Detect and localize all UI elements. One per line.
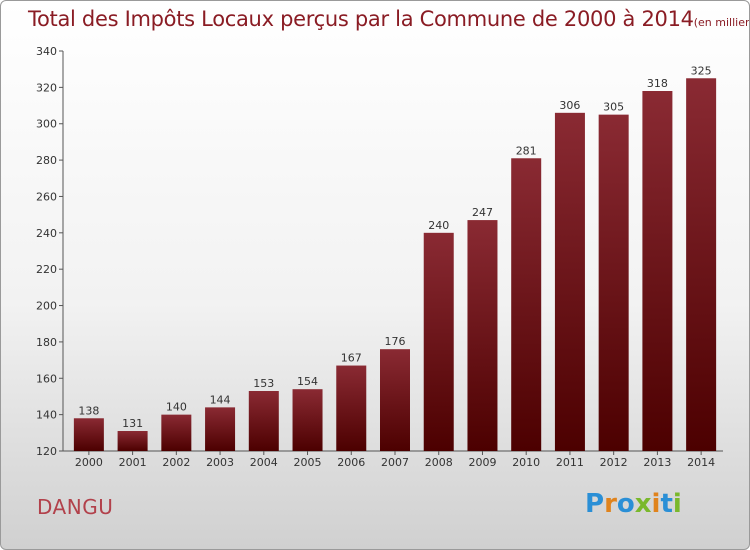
bars: 138 131 140 144 153 154 167 176 240 247 281 306 305 3… (73, 64, 717, 452)
bar-value-label: 318 (647, 77, 668, 90)
bar-value-label: 153 (253, 377, 274, 390)
logo-letter: o (616, 489, 635, 519)
bar-value-label: 240 (428, 219, 449, 232)
x-tick-label: 2004 (250, 456, 278, 469)
y-tick-label: 300 (36, 118, 57, 131)
x-tick-label: 2012 (600, 456, 628, 469)
x-tick-label: 2000 (75, 456, 103, 469)
y-tick-label: 180 (36, 336, 57, 349)
bar-2011 (554, 112, 585, 452)
y-tick-label: 320 (36, 81, 57, 94)
logo-letter: x (634, 489, 652, 519)
x-tick-label: 2003 (206, 456, 234, 469)
x-tick-label: 2006 (337, 456, 365, 469)
bar-value-label: 154 (297, 375, 318, 388)
y-tick-label: 340 (36, 45, 57, 58)
y-tick-label: 280 (36, 154, 57, 167)
bar-2006 (336, 365, 367, 451)
x-tick-label: 2013 (643, 456, 671, 469)
commune-name: DANGU (37, 495, 114, 519)
bar-2009 (467, 220, 498, 451)
logo-letter: P (585, 489, 605, 519)
logo-letter: i (672, 489, 682, 519)
bar-2001 (117, 431, 148, 451)
x-tick-label: 2009 (468, 456, 496, 469)
x-tick-label: 2010 (512, 456, 540, 469)
x-tick-label: 2007 (381, 456, 409, 469)
bar-value-label: 144 (210, 393, 231, 406)
bar-value-label: 140 (166, 401, 187, 414)
chart-title-main: Total des Impôts Locaux perçus par la Co… (28, 7, 694, 31)
bar-2008 (423, 232, 454, 451)
bar-2000 (73, 418, 104, 451)
y-tick-label: 200 (36, 300, 57, 313)
y-axis: 120 140 160 180 200 220 240 260 280 300 320 340 (36, 45, 64, 458)
y-tick-label: 140 (36, 409, 57, 422)
y-tick-label: 220 (36, 263, 57, 276)
y-tick-label: 120 (36, 445, 57, 458)
x-tick-label: 2011 (556, 456, 584, 469)
chart-title: Total des Impôts Locaux perçus par la Co… (28, 7, 750, 31)
bar-2007 (380, 349, 410, 451)
bar-2014 (686, 78, 717, 451)
x-tick-label: 2005 (294, 456, 322, 469)
x-tick-label: 2002 (162, 456, 190, 469)
bar-value-label: 281 (516, 144, 537, 157)
bar-2005 (292, 389, 323, 451)
x-tick-label: 2014 (687, 456, 715, 469)
bar-value-label: 176 (385, 335, 406, 348)
y-tick-label: 260 (36, 190, 57, 203)
bar-value-label: 131 (122, 417, 143, 430)
bar-2012 (598, 114, 629, 452)
logo-letter: r (604, 489, 617, 519)
x-tick-label: 2008 (425, 456, 453, 469)
bar-value-label: 306 (559, 99, 580, 112)
y-tick-label: 160 (36, 372, 57, 385)
bar-value-label: 305 (603, 101, 624, 114)
bar-2010 (511, 158, 542, 452)
proxiti-logo: Proxiti (585, 489, 682, 519)
bar-value-label: 167 (341, 352, 362, 365)
bar-2004 (248, 391, 279, 451)
bar-2002 (161, 414, 192, 451)
bar-value-label: 138 (78, 404, 99, 417)
bar-2003 (205, 407, 236, 451)
bar-value-label: 325 (691, 64, 712, 77)
chart-title-unit: (en milliers d'€) (693, 16, 750, 29)
logo-letter: i (651, 489, 661, 519)
bar-value-label: 247 (472, 206, 493, 219)
x-axis: 2000 2001 2002 2003 2004 2005 2006 2007 2008 2009… (63, 450, 723, 469)
y-tick-label: 240 (36, 227, 57, 240)
logo-letter: t (660, 489, 673, 519)
x-tick-label: 2001 (119, 456, 147, 469)
bar-2013 (642, 91, 673, 451)
